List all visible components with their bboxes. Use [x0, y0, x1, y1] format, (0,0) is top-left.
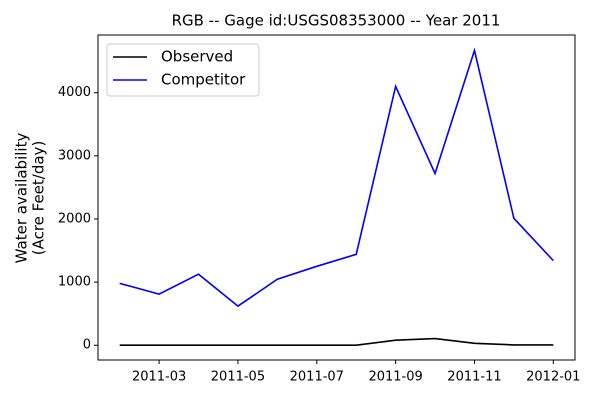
plot-frame: [97, 34, 576, 361]
legend-label: Observed: [161, 48, 233, 66]
chart-title: RGB -- Gage id:USGS08353000 -- Year 2011: [172, 12, 501, 30]
y-tick-label: 4000: [58, 85, 91, 100]
x-tick-label: 2011-07: [290, 370, 344, 385]
x-tick-label: 2011-11: [447, 370, 501, 385]
x-tick-label: 2011-03: [132, 370, 186, 385]
legend-label: Competitor: [161, 71, 246, 89]
y-tick-label: 0: [83, 338, 91, 353]
series-line: [119, 47, 554, 308]
x-tick-label: 2012-01: [526, 370, 580, 385]
y-tick-label: 3000: [58, 148, 91, 163]
y-axis-label: (Acre Feet/day): [30, 141, 48, 256]
x-tick-label: 2011-05: [211, 370, 265, 385]
y-tick-label: 1000: [58, 275, 91, 290]
x-tick-label: 2011-09: [368, 370, 422, 385]
y-tick-label: 2000: [58, 211, 91, 226]
y-axis-label: Water availability: [13, 133, 31, 264]
series-line: [119, 337, 554, 347]
